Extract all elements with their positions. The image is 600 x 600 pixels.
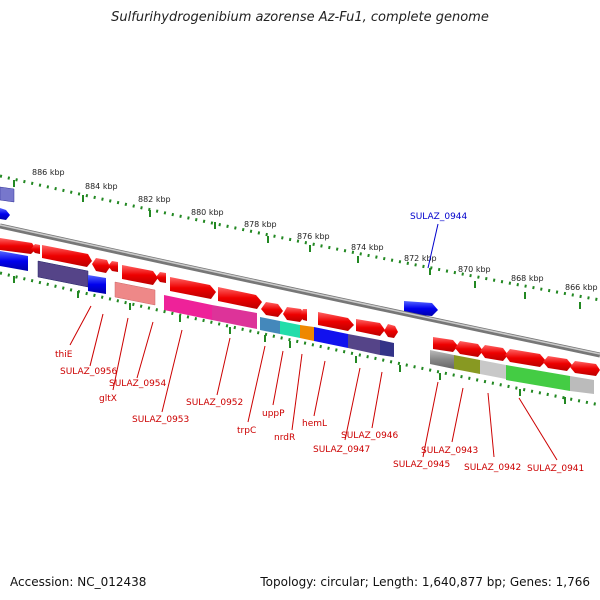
scale-label: 878 kbp	[244, 220, 277, 229]
scale-label: 882 kbp	[138, 195, 171, 204]
gene-label-nrdR: nrdR	[274, 433, 295, 443]
scale-label: 876 kbp	[297, 232, 330, 241]
scale-label: 886 kbp	[32, 168, 65, 177]
gene-label-hemL: hemL	[302, 419, 327, 429]
gene-labels: thiE SULAZ_0956 SULAZ_0954 gltX SULAZ_09…	[55, 350, 584, 474]
gene-label-sulaz0942: SULAZ_0942	[464, 463, 521, 473]
scale-label: 874 kbp	[351, 243, 384, 252]
forward-strand-features	[0, 238, 600, 376]
map-title: Sulfurihydrogenibium azorense Az-Fu1, co…	[111, 10, 489, 25]
gene-label-sulaz0947: SULAZ_0947	[313, 445, 370, 455]
scale-label: 872 kbp	[404, 254, 437, 263]
scale-label: 870 kbp	[458, 265, 491, 274]
scale-label: 880 kbp	[191, 208, 224, 217]
gene-label-sulaz0953: SULAZ_0953	[132, 415, 189, 425]
gene-label-sulaz0944: SULAZ_0944	[410, 212, 468, 222]
inner-ticks	[13, 276, 566, 404]
scale-label: 884 kbp	[85, 182, 118, 191]
gene-sulaz0944	[404, 301, 438, 316]
gene-label-sulaz0946: SULAZ_0946	[341, 431, 399, 441]
scale-labels: 886 kbp 884 kbp 882 kbp 880 kbp 878 kbp …	[32, 168, 598, 292]
accession-text: Accession: NC_012438	[10, 575, 147, 589]
scale-ticks	[13, 180, 581, 309]
gene-label-thiE: thiE	[55, 350, 73, 360]
gene-label-sulaz0941: SULAZ_0941	[527, 464, 584, 474]
scale-label: 868 kbp	[511, 274, 544, 283]
genome-summary-text: Topology: circular; Length: 1,640,877 bp…	[260, 575, 590, 589]
gene-label-sulaz0945: SULAZ_0945	[393, 460, 450, 470]
gene-label-sulaz0943: SULAZ_0943	[421, 446, 478, 456]
gene-label-sulaz0952: SULAZ_0952	[186, 398, 243, 408]
gene-label-trpC: trpC	[237, 426, 256, 436]
gene-label-sulaz0956: SULAZ_0956	[60, 367, 118, 377]
reverse-strand-features-outer	[0, 186, 438, 316]
gene-label-sulaz0954: SULAZ_0954	[109, 379, 167, 389]
inner-scale-ring	[0, 271, 600, 407]
genome-backbone	[0, 223, 600, 358]
gene-label-leaders	[69, 305, 558, 461]
reverse-strand-features	[0, 251, 594, 394]
gene-label-gltX: gltX	[99, 394, 117, 404]
gene-label-uppP: uppP	[262, 409, 285, 419]
scale-label: 866 kbp	[565, 283, 598, 292]
